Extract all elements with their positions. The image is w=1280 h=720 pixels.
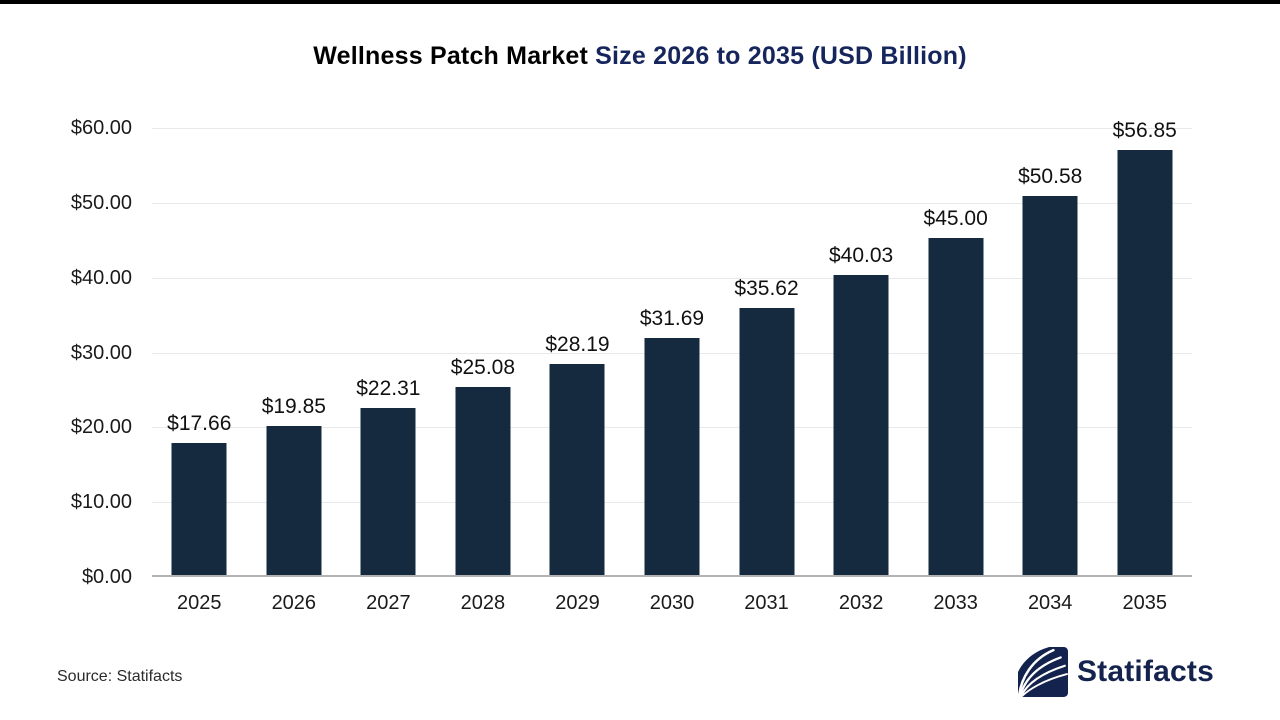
x-tick-label: 2032: [838, 592, 884, 614]
y-tick-label: $0.00: [81, 566, 132, 588]
source-text: Source: Statifacts: [57, 668, 183, 685]
bar-2028: [455, 387, 511, 575]
x-tick-label: 2029: [555, 592, 600, 614]
gridline: [152, 128, 1192, 129]
x-tick-label: 2027: [366, 592, 411, 614]
bar-value-label: $50.58: [1018, 165, 1083, 188]
bar-2030: [644, 338, 700, 575]
bar-value-label: $25.08: [450, 356, 516, 379]
y-tick-label: $60.00: [70, 117, 132, 139]
x-tick-label: 2035: [1122, 592, 1167, 614]
bar-value-label: $40.03: [828, 244, 894, 267]
gridline: [152, 202, 1192, 204]
bar-2029: [549, 364, 605, 575]
plot-area: $17.66 $19.85 $22.31 $25.08 $28.19 $31.69 $35.…: [152, 119, 1192, 577]
brand-logo: Statifacts: [1017, 646, 1214, 698]
chart-title-accent: Size 2026 to 2035 (USD Billion): [595, 42, 967, 70]
top-border-strip: [0, 0, 1280, 4]
bar-slot-2029: $28.19: [530, 128, 625, 575]
x-tick-label: 2028: [460, 592, 506, 614]
brand-name: Statifacts: [1076, 655, 1214, 688]
bar-value-label: $19.85: [261, 395, 326, 418]
x-tick-label: 2031: [744, 592, 789, 614]
statifacts-logo-icon: [1017, 647, 1068, 698]
chart-title: Wellness Patch Market Size 2026 to 2035 …: [0, 40, 1280, 72]
bars-container: $17.66 $19.85 $22.31 $25.08 $28.19 $31.69 $35.…: [152, 119, 1192, 575]
bar-value-label: $22.31: [356, 377, 421, 400]
bar-2026: [266, 426, 322, 575]
y-tick-label: $40.00: [70, 266, 132, 289]
x-tick-label: 2034: [1027, 592, 1073, 614]
chart-title-main: Wellness Patch Market: [313, 42, 596, 70]
bar-value-label: $45.00: [923, 207, 988, 230]
x-tick-label: 2030: [649, 592, 695, 614]
bar-slot-2028: $25.08: [436, 128, 531, 575]
bar-slot-2033: $45.00: [908, 128, 1003, 575]
bar-2034: [1022, 196, 1078, 575]
bar-slot-2030: $31.69: [625, 128, 720, 575]
bar-2033: [928, 238, 984, 575]
bar-slot-2027: $22.31: [341, 128, 436, 575]
x-tick-label: 2025: [177, 592, 222, 614]
bar-slot-2034: $50.58: [1003, 128, 1098, 575]
bar-value-label: $28.19: [545, 333, 610, 356]
bar-value-label: $31.69: [639, 307, 705, 330]
y-tick-label: $50.00: [70, 191, 132, 214]
x-tick-label: 2033: [933, 592, 978, 614]
bar-slot-2025: $17.66: [152, 128, 247, 575]
y-tick-label: $30.00: [70, 341, 132, 364]
bar-2032: [833, 275, 889, 575]
bar-value-label: $56.85: [1112, 119, 1177, 142]
y-tick-label: $10.00: [70, 491, 132, 514]
bar-2027: [360, 408, 416, 575]
bar-slot-2026: $19.85: [247, 128, 342, 575]
bar-slot-2032: $40.03: [814, 128, 909, 575]
bar-value-label: $35.62: [734, 277, 799, 300]
y-axis: $0.00 $10.00 $20.00 $30.00 $40.00 $50.00 $60.0…: [0, 117, 132, 588]
x-axis: 2025 2026 2027 2028 2029 2030 2031 2032 2033 2034…: [152, 592, 1192, 615]
gridline: [152, 277, 1192, 279]
y-tick-label: $20.00: [70, 416, 132, 439]
bar-2025: [171, 443, 227, 575]
x-tick-label: 2026: [271, 592, 317, 614]
bar-slot-2035: $56.85: [1097, 119, 1192, 575]
bar-slot-2031: $35.62: [719, 128, 814, 575]
bar-2035: [1117, 150, 1173, 575]
bar-2031: [739, 308, 795, 575]
bar-value-label: $17.66: [167, 412, 232, 435]
